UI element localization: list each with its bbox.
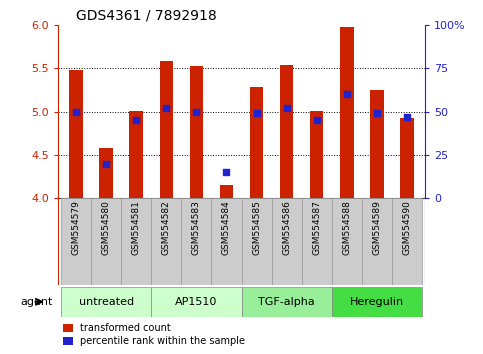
Point xyxy=(132,117,140,123)
FancyBboxPatch shape xyxy=(212,198,242,285)
Bar xyxy=(310,111,324,198)
Text: GSM554580: GSM554580 xyxy=(101,200,111,255)
FancyBboxPatch shape xyxy=(271,198,302,285)
FancyBboxPatch shape xyxy=(61,287,151,317)
Text: TGF-alpha: TGF-alpha xyxy=(258,297,315,307)
Text: GDS4361 / 7892918: GDS4361 / 7892918 xyxy=(76,8,217,22)
FancyBboxPatch shape xyxy=(242,287,332,317)
FancyBboxPatch shape xyxy=(91,198,121,285)
Bar xyxy=(129,111,143,198)
FancyBboxPatch shape xyxy=(302,198,332,285)
Bar xyxy=(159,61,173,198)
Bar xyxy=(370,90,384,198)
Text: GSM554590: GSM554590 xyxy=(402,200,412,255)
Point xyxy=(283,105,290,111)
Bar xyxy=(190,65,203,198)
Point xyxy=(343,91,351,97)
Text: GSM554584: GSM554584 xyxy=(222,200,231,255)
Text: GSM554583: GSM554583 xyxy=(192,200,201,255)
Text: GSM554589: GSM554589 xyxy=(372,200,382,255)
Bar xyxy=(250,87,263,198)
Text: GSM554586: GSM554586 xyxy=(282,200,291,255)
FancyBboxPatch shape xyxy=(151,198,181,285)
Text: AP1510: AP1510 xyxy=(175,297,217,307)
Text: GSM554587: GSM554587 xyxy=(312,200,321,255)
Text: Heregulin: Heregulin xyxy=(350,297,404,307)
FancyBboxPatch shape xyxy=(181,198,212,285)
FancyBboxPatch shape xyxy=(151,287,242,317)
Point xyxy=(253,110,260,116)
Point xyxy=(102,161,110,166)
Point xyxy=(313,117,321,123)
Bar xyxy=(220,185,233,198)
FancyBboxPatch shape xyxy=(121,198,151,285)
FancyBboxPatch shape xyxy=(242,198,271,285)
Legend: transformed count, percentile rank within the sample: transformed count, percentile rank withi… xyxy=(63,324,245,346)
FancyBboxPatch shape xyxy=(332,287,422,317)
Point xyxy=(223,170,230,175)
Text: GSM554585: GSM554585 xyxy=(252,200,261,255)
FancyBboxPatch shape xyxy=(392,198,422,285)
Point xyxy=(373,110,381,116)
FancyBboxPatch shape xyxy=(61,198,91,285)
Text: GSM554582: GSM554582 xyxy=(162,200,171,255)
Point xyxy=(162,105,170,111)
Bar xyxy=(69,70,83,198)
Text: GSM554579: GSM554579 xyxy=(71,200,81,255)
FancyBboxPatch shape xyxy=(362,198,392,285)
Text: GSM554581: GSM554581 xyxy=(132,200,141,255)
Text: GSM554588: GSM554588 xyxy=(342,200,351,255)
Bar xyxy=(340,27,354,198)
Bar xyxy=(400,118,414,198)
Bar xyxy=(99,148,113,198)
Point xyxy=(403,114,411,120)
Bar xyxy=(280,65,293,198)
Text: untreated: untreated xyxy=(79,297,134,307)
Point xyxy=(193,109,200,114)
Point xyxy=(72,109,80,114)
Text: agent: agent xyxy=(21,297,53,307)
FancyBboxPatch shape xyxy=(332,198,362,285)
